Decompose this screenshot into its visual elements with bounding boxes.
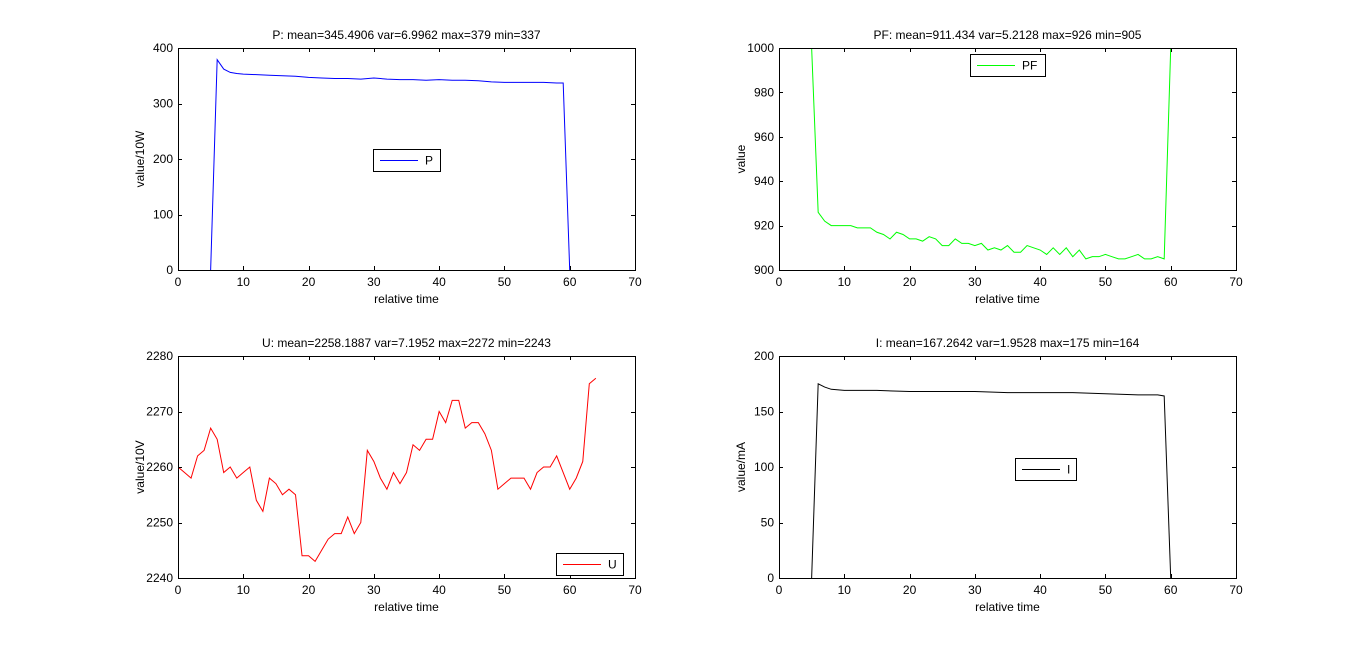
x-tick-label: 10 xyxy=(237,583,251,597)
x-tick-label: 70 xyxy=(1229,583,1243,597)
y-tick-label: 900 xyxy=(754,263,774,277)
y-axis-label: value xyxy=(734,144,748,173)
x-tick-label: 30 xyxy=(968,583,982,597)
y-tick-label: 940 xyxy=(754,174,774,188)
y-axis-label: value/10V xyxy=(133,440,147,493)
x-tick-label: 0 xyxy=(776,275,783,289)
x-tick-label: 20 xyxy=(302,275,316,289)
y-tick-label: 100 xyxy=(153,208,173,222)
x-tick-label: 70 xyxy=(628,583,642,597)
x-axis-label: relative time xyxy=(975,292,1040,306)
y-tick-label: 0 xyxy=(166,263,173,277)
x-axis-label: relative time xyxy=(374,600,439,614)
y-tick-label: 2280 xyxy=(146,349,173,363)
legend: U xyxy=(556,553,624,576)
y-tick-label: 300 xyxy=(153,97,173,111)
x-tick-label: 40 xyxy=(432,583,446,597)
legend-entry: P xyxy=(425,154,433,168)
y-tick-label: 920 xyxy=(754,219,774,233)
y-axis-label: value/mA xyxy=(734,442,748,492)
x-tick-label: 20 xyxy=(903,583,917,597)
series-line-PF xyxy=(811,48,1172,260)
x-tick-label: 60 xyxy=(563,583,577,597)
chart-title: U: mean=2258.1887 var=7.1952 max=2272 mi… xyxy=(262,336,551,350)
y-axis-label: value/10W xyxy=(133,130,147,187)
x-tick-label: 30 xyxy=(968,275,982,289)
y-tick-label: 2250 xyxy=(146,516,173,530)
x-tick-label: 60 xyxy=(563,275,577,289)
legend-entry: PF xyxy=(1022,59,1037,73)
y-tick-label: 2260 xyxy=(146,460,173,474)
y-tick-label: 1000 xyxy=(747,41,774,55)
chart-title: PF: mean=911.434 var=5.2128 max=926 min=… xyxy=(874,28,1142,42)
x-tick-label: 10 xyxy=(237,275,251,289)
x-tick-label: 10 xyxy=(838,275,852,289)
y-tick-label: 980 xyxy=(754,85,774,99)
x-tick-label: 50 xyxy=(498,583,512,597)
subplot-1: 0 10 20 30 40 50 60 70 0 100 200 300 400 P: mean=345.… xyxy=(133,28,642,306)
y-tick-label: 2240 xyxy=(146,571,173,585)
y-tick-label: 200 xyxy=(754,349,774,363)
x-tick-label: 0 xyxy=(776,583,783,597)
subplot-3: 0 10 20 30 40 50 60 70 2240 2250 2260 2270 2280 U: me… xyxy=(133,336,642,614)
series-line-I xyxy=(811,382,1172,578)
legend: I xyxy=(1015,458,1077,481)
y-tick-label: 50 xyxy=(761,516,775,530)
x-tick-label: 30 xyxy=(367,275,381,289)
x-tick-label: 20 xyxy=(903,275,917,289)
chart-title: I: mean=167.2642 var=1.9528 max=175 min=… xyxy=(876,336,1140,350)
series-line-P xyxy=(210,58,571,270)
x-tick-label: 40 xyxy=(1033,275,1047,289)
y-tick-label: 200 xyxy=(153,152,173,166)
y-tick-label: 100 xyxy=(754,460,774,474)
x-tick-label: 50 xyxy=(498,275,512,289)
y-tick-label: 2270 xyxy=(146,405,173,419)
x-tick-label: 40 xyxy=(432,275,446,289)
y-tick-label: 150 xyxy=(754,405,774,419)
legend-entry: U xyxy=(608,558,617,572)
x-tick-label: 50 xyxy=(1099,275,1113,289)
x-tick-label: 70 xyxy=(628,275,642,289)
x-axis-label: relative time xyxy=(975,600,1040,614)
x-tick-label: 0 xyxy=(175,583,182,597)
chart-title: P: mean=345.4906 var=6.9962 max=379 min=… xyxy=(272,28,541,42)
y-tick-label: 400 xyxy=(153,41,173,55)
legend: PF xyxy=(970,54,1046,77)
y-tick-label: 960 xyxy=(754,130,774,144)
subplot-4: 0 10 20 30 40 50 60 70 0 50 100 150 200 I: mean=167.2… xyxy=(734,336,1243,614)
x-tick-label: 60 xyxy=(1164,275,1178,289)
subplot-2: 0 10 20 30 40 50 60 70 900 920 940 960 980 1000 PF: me… xyxy=(734,28,1243,306)
x-tick-label: 10 xyxy=(838,583,852,597)
x-tick-label: 0 xyxy=(175,275,182,289)
x-tick-label: 70 xyxy=(1229,275,1243,289)
x-tick-label: 30 xyxy=(367,583,381,597)
legend-entry: I xyxy=(1067,463,1070,477)
x-axis-label: relative time xyxy=(374,292,439,306)
x-tick-label: 60 xyxy=(1164,583,1178,597)
y-tick-label: 0 xyxy=(767,571,774,585)
x-tick-label: 50 xyxy=(1099,583,1113,597)
x-tick-label: 40 xyxy=(1033,583,1047,597)
legend: P xyxy=(373,149,441,172)
axes-box xyxy=(779,48,1237,271)
series-line-U xyxy=(178,377,597,563)
x-tick-label: 20 xyxy=(302,583,316,597)
